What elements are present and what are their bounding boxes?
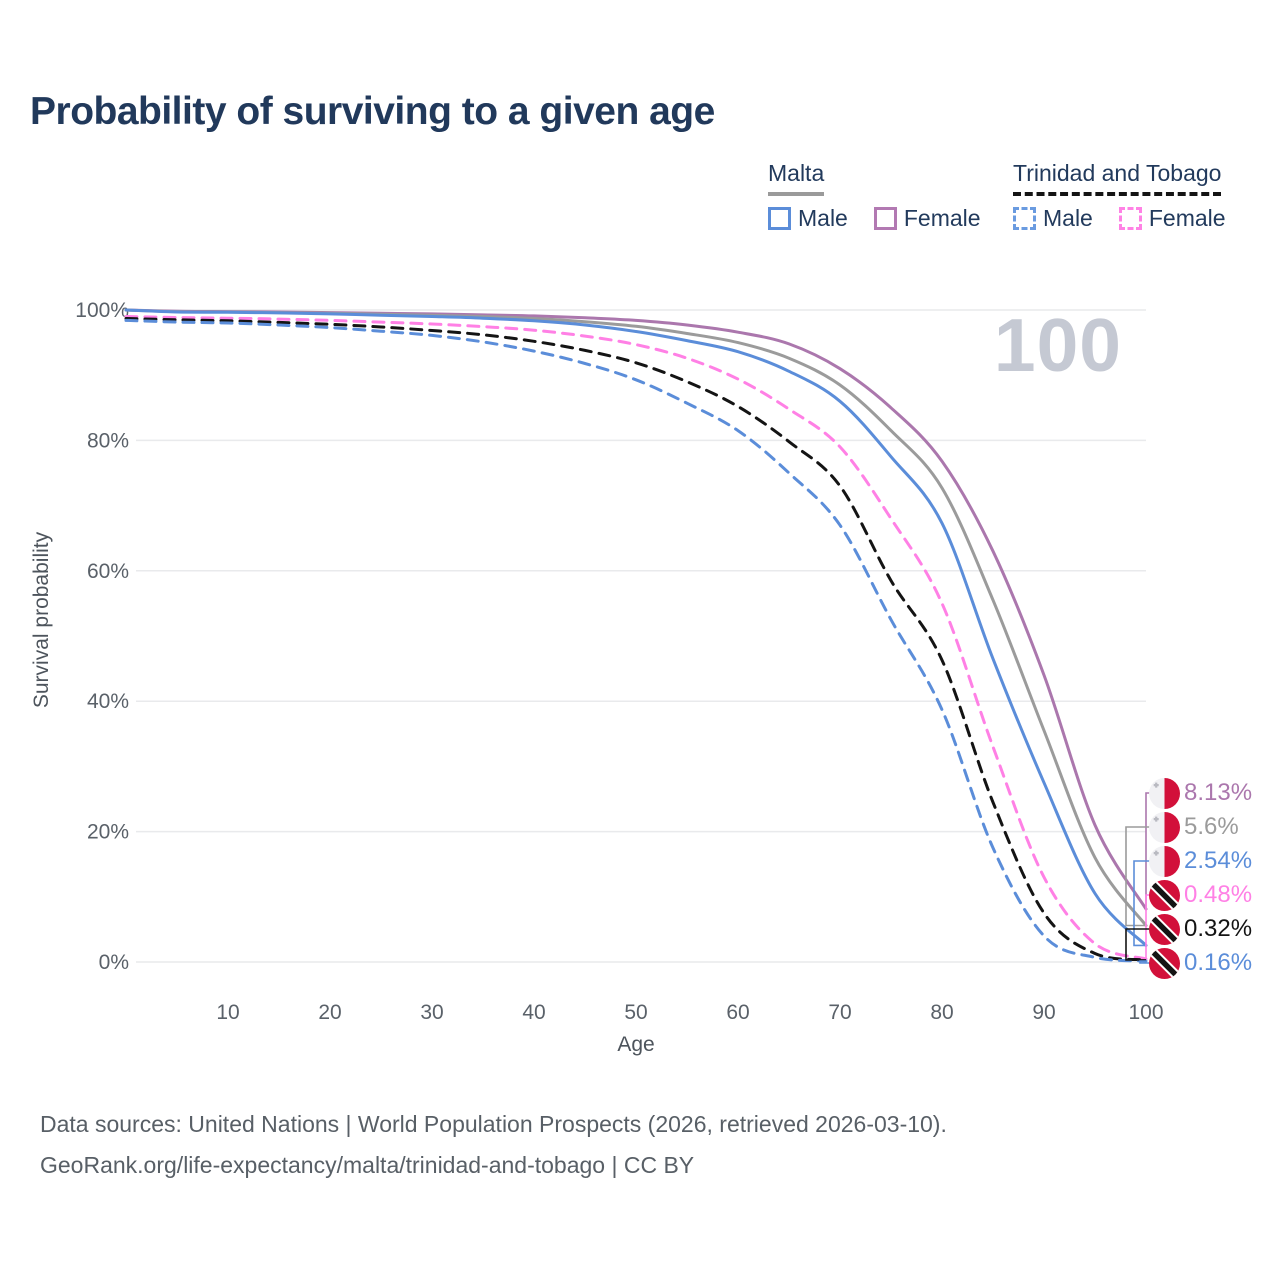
- legend-group-title-trinidad-and-tobago: Trinidad and Tobago: [1013, 160, 1222, 196]
- end-label-tt-total: 0.32%: [1149, 912, 1252, 946]
- legend-item-malta-male[interactable]: Male: [768, 205, 848, 232]
- malta-flag-icon: [1149, 811, 1180, 843]
- legend-item-malta-female[interactable]: Female: [873, 205, 981, 232]
- x-tick-label: 40: [522, 1001, 545, 1024]
- legend-item-label: Male: [1043, 205, 1093, 231]
- leader-lines: [1125, 792, 1150, 964]
- x-axis-title: Age: [617, 1033, 654, 1056]
- y-tick-label: 100%: [75, 299, 129, 322]
- x-tick-label: 100: [1128, 1001, 1163, 1024]
- legend-item-tt-female[interactable]: Female: [1118, 205, 1226, 232]
- legend-group-trinidad-and-tobago: Trinidad and Tobago Male Female: [1013, 160, 1226, 232]
- legend-group-malta: Malta Male Female: [768, 160, 981, 232]
- legend-item-label: Male: [798, 205, 848, 231]
- end-label-value: 0.16%: [1184, 949, 1253, 976]
- tt-female-swatch: [1118, 207, 1142, 230]
- trinidad-and-tobago-flag-icon: [1149, 879, 1180, 911]
- y-tick-label: 20%: [87, 821, 129, 844]
- legend-item-tt-male[interactable]: Male: [1013, 205, 1093, 232]
- malta-flag-icon: [1149, 777, 1180, 809]
- footer-source-line: Data sources: United Nations | World Pop…: [40, 1111, 947, 1137]
- leader-line-tt-total: [1125, 928, 1150, 961]
- x-tick-label: 50: [624, 1001, 647, 1024]
- end-label-value: 0.32%: [1184, 915, 1253, 942]
- y-axis-title: Survival probability: [30, 531, 53, 708]
- legend-item-label: Female: [1148, 205, 1226, 231]
- leader-line-tt-female: [1145, 894, 1150, 959]
- end-label-value: 8.13%: [1184, 779, 1253, 806]
- x-tick-label: 80: [930, 1001, 953, 1024]
- trinidad-and-tobago-flag-icon: [1149, 947, 1180, 979]
- curve-tt-female: [124, 315, 1148, 961]
- end-label-malta-female: 8.13%: [1149, 776, 1252, 810]
- x-tick-label: 60: [726, 1001, 749, 1024]
- y-tick-label: 0%: [99, 951, 129, 974]
- page-title: Probability of surviving to a given age: [30, 90, 715, 133]
- end-label-malta-total: 5.6%: [1149, 810, 1239, 844]
- y-tick-labels: 0% 20% 40% 60% 80% 100%: [75, 299, 129, 974]
- leader-line-malta-male: [1133, 860, 1150, 947]
- malta-flag-icon: [1149, 845, 1180, 877]
- x-tick-labels: 10 20 30 40 50 60 70 80 90 100: [216, 1001, 1163, 1024]
- malta-male-swatch: [768, 207, 791, 230]
- end-label-malta-male: 2.54%: [1149, 844, 1252, 878]
- malta-female-swatch: [873, 207, 897, 230]
- y-tick-label: 60%: [87, 560, 129, 583]
- x-tick-label: 30: [420, 1001, 443, 1024]
- watermark: 100: [994, 303, 1122, 387]
- x-tick-label: 70: [828, 1001, 851, 1024]
- end-label-value: 0.48%: [1184, 881, 1253, 908]
- end-label-value: 5.6%: [1184, 813, 1239, 840]
- curve-tt-total: [124, 317, 1148, 962]
- footer-attribution-line: GeoRank.org/life-expectancy/malta/trinid…: [40, 1152, 695, 1178]
- curve-tt-male: [124, 318, 1148, 963]
- leader-line-tt-male: [1139, 960, 1150, 964]
- footer: Data sources: United Nations | World Pop…: [40, 1104, 947, 1186]
- legend-group-title-malta: Malta: [768, 160, 825, 196]
- leader-line-malta-total: [1125, 826, 1150, 927]
- x-tick-label: 10: [216, 1001, 239, 1024]
- y-tick-label: 40%: [87, 690, 129, 713]
- end-label-tt-female: 0.48%: [1149, 878, 1252, 912]
- leader-line-malta-female: [1145, 792, 1150, 909]
- tt-male-swatch: [1013, 207, 1036, 230]
- curve-malta-female: [124, 308, 1148, 911]
- x-tick-label: 20: [318, 1001, 341, 1024]
- y-tick-label: 80%: [87, 429, 129, 452]
- legend-item-label: Female: [903, 205, 981, 231]
- x-tick-label: 90: [1032, 1001, 1055, 1024]
- gridlines: [136, 309, 1146, 963]
- end-label-tt-male: 0.16%: [1149, 946, 1252, 980]
- trinidad-and-tobago-flag-icon: [1149, 913, 1180, 945]
- curve-malta-male: [124, 308, 1148, 947]
- curve-malta-total: [124, 308, 1148, 927]
- end-label-value: 2.54%: [1184, 847, 1253, 874]
- series-curves: [124, 308, 1148, 963]
